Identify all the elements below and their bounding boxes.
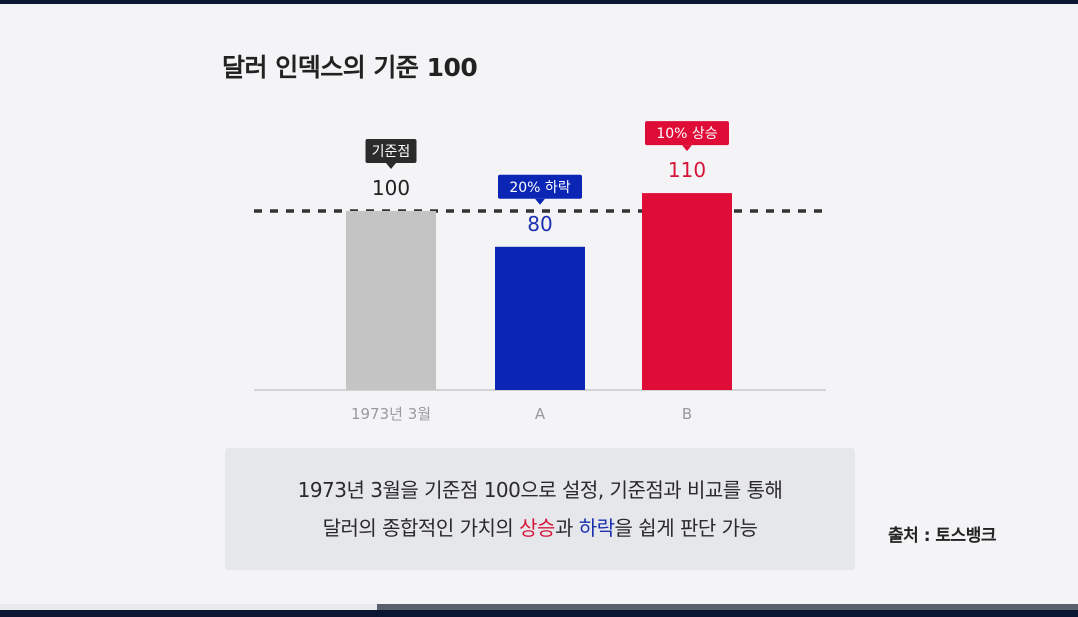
slide: 달러 인덱스의 기준 100 1973년 3월 100 기준점 A 80 20% 하락 B 1… — [0, 4, 1078, 604]
caption-up-highlight: 상승 — [519, 516, 555, 540]
value-label: 80 — [527, 212, 552, 236]
page-title: 달러 인덱스의 기준 100 — [222, 53, 478, 82]
caption-text: 달러의 종합적인 가치의 — [322, 516, 520, 540]
caption-box: 1973년 3월을 기준점 100으로 설정, 기준점과 비교를 통해 달러의 … — [225, 448, 855, 570]
callout-label: 10% 상승 — [656, 126, 717, 142]
bar-2 — [642, 193, 732, 390]
callout-tag: 20% 하락 — [498, 174, 582, 205]
caption-line-2: 달러의 종합적인 가치의 상승과 하락을 쉽게 판단 가능 — [323, 509, 758, 547]
x-tick-label: B — [682, 405, 692, 423]
video-progress-bar[interactable] — [0, 604, 1078, 610]
value-label: 110 — [668, 158, 706, 182]
caption-line-1: 1973년 3월을 기준점 100으로 설정, 기준점과 비교를 통해 — [297, 478, 783, 502]
caption-text: 을 쉽게 판단 가능 — [614, 516, 758, 540]
callout-tag: 10% 상승 — [645, 121, 729, 152]
bar-chart: 1973년 3월 100 기준점 A 80 20% 하락 B 110 10% 상승 — [254, 121, 826, 423]
callout-tag: 기준점 — [365, 139, 417, 169]
bar-0 — [346, 211, 436, 390]
x-tick-label: 1973년 3월 — [351, 405, 431, 423]
caption-down-highlight: 하락 — [578, 516, 615, 540]
source-credit: 출처 : 토스뱅크 — [888, 526, 996, 546]
caption-text: 과 — [554, 516, 579, 540]
x-tick-label: A — [535, 405, 546, 423]
value-label: 100 — [372, 176, 410, 200]
bar-1 — [495, 246, 585, 390]
callout-label: 20% 하락 — [509, 180, 570, 196]
callout-label: 기준점 — [372, 144, 411, 160]
video-progress-fill — [0, 604, 378, 610]
